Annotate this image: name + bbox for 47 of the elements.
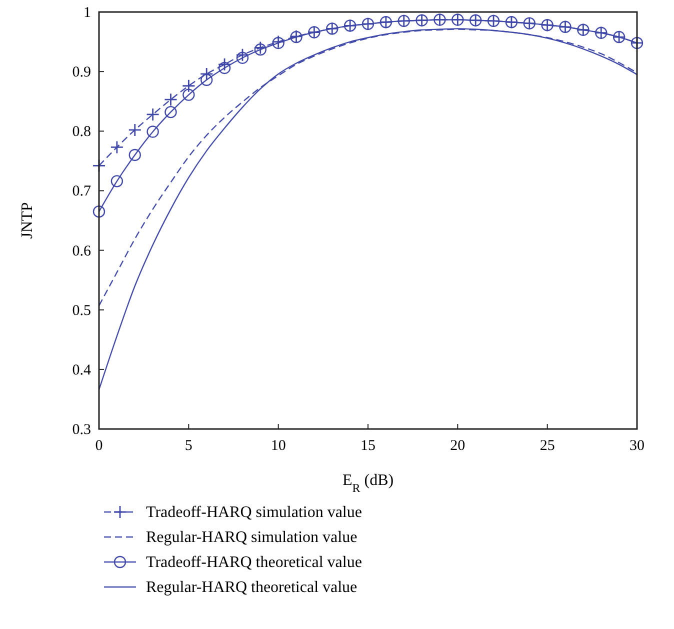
point <box>182 79 196 93</box>
point <box>182 88 195 101</box>
point <box>595 26 608 39</box>
x-tick-label: 15 <box>360 438 376 454</box>
point <box>200 67 214 81</box>
y-tick-label: 0.4 <box>72 362 92 378</box>
point <box>92 205 106 218</box>
y-tick-label: 0.9 <box>72 64 91 81</box>
point <box>326 22 338 35</box>
legend-label: Regular-HARQ theoretical value <box>146 579 358 596</box>
point <box>236 52 249 64</box>
point <box>236 48 250 62</box>
point <box>128 148 141 162</box>
point <box>110 175 124 188</box>
point <box>523 17 536 30</box>
point <box>541 19 554 32</box>
y-tick-label: 0.5 <box>72 302 91 319</box>
point <box>416 14 428 26</box>
legend-label: Tradeoff-HARQ simulation value <box>146 504 362 521</box>
y-tick-label: 1 <box>84 5 91 21</box>
point <box>164 106 177 118</box>
point <box>398 14 410 28</box>
y-axis-title: JNTP <box>19 202 36 239</box>
y-tick-label: 0.3 <box>72 422 91 438</box>
point <box>128 123 142 137</box>
x-tick-label: 30 <box>630 438 644 454</box>
point <box>559 20 572 33</box>
point <box>218 58 232 72</box>
x-tick-label: 25 <box>540 438 555 454</box>
point <box>146 126 159 138</box>
legend-label: Regular-HARQ simulation value <box>146 529 358 546</box>
y-tick-label: 0.8 <box>72 124 91 140</box>
x-axis-title: E$_{R}$ (dB) <box>342 472 394 495</box>
point <box>146 108 160 122</box>
point <box>164 92 178 106</box>
point <box>200 74 213 86</box>
point <box>110 140 124 154</box>
point <box>577 24 590 36</box>
x-tick-label: 10 <box>270 438 286 454</box>
x-tick-label: 20 <box>450 438 466 454</box>
point <box>380 16 392 28</box>
y-tick-label: 0.6 <box>72 243 92 260</box>
y-tick-label: 0.7 <box>72 184 92 200</box>
x-tick-label: 0 <box>95 438 103 454</box>
legend-label: Tradeoff-HARQ theoretical value <box>146 554 362 571</box>
x-tick-label: 5 <box>184 438 192 454</box>
point <box>218 62 231 74</box>
